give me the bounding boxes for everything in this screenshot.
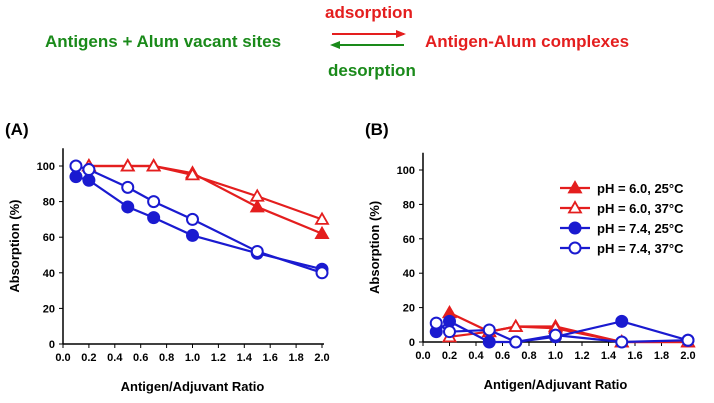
y-tick-label: 60 [43,232,55,244]
x-tick-label: 0.8 [159,352,174,364]
legend-item: pH = 7.4, 25°C [560,221,684,236]
x-tick-label: 0.2 [81,352,96,364]
x-tick-label: 1.4 [601,350,617,362]
series-triangle-open [81,158,330,225]
x-tick-label: 0.0 [415,350,430,362]
y-tick-label: 60 [403,234,415,246]
legend-label: pH = 6.0, 37°C [597,201,684,216]
data-point [314,211,330,225]
x-tick-label: 1.0 [185,352,200,364]
data-point [567,200,583,214]
scheme-right: Antigen-Alum complexes [425,32,629,51]
x-tick-label: 0.6 [495,350,510,362]
x-tick-label: 1.8 [654,350,669,362]
y-tick-label: 0 [409,337,415,349]
x-tick-label: 1.0 [548,350,563,362]
x-tick-label: 0.2 [442,350,457,362]
data-point [482,323,496,337]
data-point [147,195,161,209]
series-line [88,164,323,221]
data-point [315,266,329,280]
reverse-arrow [330,41,404,49]
data-point [69,170,83,184]
scheme-left: Antigens + Alum vacant sites [45,32,281,51]
data-point [681,333,695,347]
x-tick-label: 0.8 [521,350,536,362]
x-axis-label: Antigen/Adjuvant Ratio [121,379,265,394]
x-tick-label: 0.6 [133,352,148,364]
x-tick-label: 1.6 [263,352,278,364]
data-point [443,325,456,339]
data-point [615,314,629,328]
x-tick-label: 0.4 [468,350,484,362]
data-point [184,167,201,181]
data-point [121,180,135,194]
data-point [69,159,83,173]
data-point [549,328,562,342]
series-line [88,164,323,235]
data-point [429,316,443,330]
y-tick-label: 0 [49,339,55,351]
x-tick-label: 2.0 [680,350,695,362]
forward-arrow [332,30,406,38]
data-point [186,228,199,242]
data-point [249,199,265,213]
data-point [82,163,96,177]
panel-label: (B) [365,120,389,139]
data-point [509,335,523,349]
x-tick-label: 1.8 [288,352,303,364]
data-point [249,188,265,202]
data-point [82,173,96,187]
series-circle-open [69,159,329,280]
x-tick-label: 1.4 [237,352,253,364]
data-point [186,212,199,226]
y-axis-label: Absorption (%) [367,201,382,294]
y-tick-label: 80 [403,199,415,211]
data-point [250,244,264,258]
data-point [146,158,162,172]
data-point [568,221,582,235]
data-point [120,158,136,172]
data-point [508,318,524,332]
legend-label: pH = 7.4, 37°C [597,241,684,256]
scheme-forward: adsorption [325,3,413,22]
y-axis-label: Absorption (%) [7,200,22,293]
y-tick-label: 100 [37,161,55,173]
legend-label: pH = 7.4, 25°C [597,221,684,236]
x-tick-label: 1.2 [574,350,589,362]
y-tick-label: 40 [43,268,55,280]
x-tick-label: 0.4 [107,352,123,364]
legend-item: pH = 6.0, 25°C [560,180,684,196]
y-tick-label: 20 [43,303,55,315]
data-point [121,200,135,214]
data-point [147,211,161,225]
x-axis-label: Antigen/Adjuvant Ratio [484,377,628,392]
panel-label: (A) [5,120,29,139]
x-tick-label: 1.2 [211,352,226,364]
data-point [568,241,582,255]
data-point [567,180,583,194]
y-tick-label: 80 [43,197,55,209]
x-tick-label: 2.0 [314,352,329,364]
y-tick-label: 20 [403,303,415,315]
legend-item: pH = 6.0, 37°C [560,200,684,216]
x-tick-label: 0.0 [55,352,70,364]
scheme-reverse: desorption [328,61,416,80]
data-point [615,335,629,349]
x-tick-label: 1.6 [627,350,642,362]
y-tick-label: 40 [403,268,415,280]
series-circle-open [429,316,695,349]
data-point [482,335,496,349]
legend-label: pH = 6.0, 25°C [597,181,684,196]
legend-item: pH = 7.4, 37°C [560,241,684,256]
y-tick-label: 100 [397,165,415,177]
data-point [314,225,330,240]
